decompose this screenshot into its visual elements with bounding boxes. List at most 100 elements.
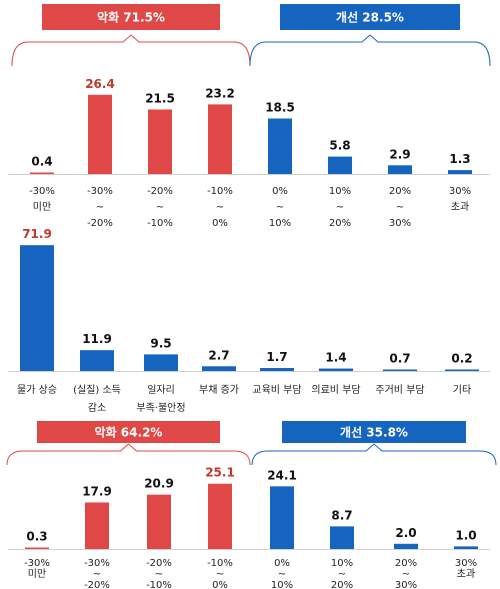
category-label-2-line-3: -20%: [84, 580, 110, 589]
category-label-5-line-1: 0%: [274, 558, 290, 569]
category-label-2-line-3: -20%: [87, 218, 113, 229]
category-label-3-line-1: -20%: [146, 558, 172, 569]
data-label-8: 1.0: [455, 528, 476, 542]
data-label-5: 1.7: [266, 350, 287, 364]
data-label-6: 8.7: [331, 508, 352, 522]
bar-4: [208, 104, 232, 174]
category-label-6-line-1: 10%: [331, 558, 353, 569]
category-label-4-line-1: -10%: [207, 558, 233, 569]
category-label-6-line-1: 의료비 부담: [311, 384, 360, 396]
category-label-3-line-1: 일자리: [147, 384, 175, 396]
bar-6: [330, 526, 354, 549]
data-label-6: 5.8: [329, 139, 350, 153]
category-label-2-line-1: -30%: [87, 186, 113, 197]
category-label-5-line-1: 교육비 부담: [252, 384, 301, 396]
group-header-label-2: 개선 35.8%: [340, 425, 408, 440]
data-label-4: 2.7: [208, 348, 229, 362]
category-label-4-line-1: -10%: [207, 186, 233, 197]
category-label-4-line-1: 부채 증가: [199, 384, 239, 396]
chart-panel-3: 악화 64.2% 개선 35.8%0.3-30%미만17.9-30%~-20%20…: [6, 421, 497, 589]
category-label-5-line-2: ~: [278, 569, 286, 580]
category-label-6-line-3: 20%: [331, 580, 353, 589]
category-label-8-line-2: 초과: [451, 201, 469, 213]
category-label-8-line-1: 기타: [453, 384, 471, 396]
bar-1: [30, 172, 54, 174]
data-label-1: 71.9: [22, 227, 52, 241]
data-label-7: 0.7: [389, 352, 410, 366]
category-label-4-line-2: ~: [216, 202, 224, 213]
category-label-6-line-2: ~: [336, 202, 344, 213]
bar-2: [85, 502, 109, 549]
category-label-5-line-1: 0%: [272, 186, 288, 197]
category-label-5-line-2: ~: [276, 202, 284, 213]
category-label-5-line-3: 10%: [269, 218, 291, 229]
data-label-1: 0.3: [26, 530, 47, 544]
category-label-6-line-3: 20%: [329, 218, 351, 229]
group-header-label-1: 악화 71.5%: [97, 10, 165, 25]
data-label-3: 9.5: [150, 336, 171, 350]
category-label-3-line-3: -10%: [147, 218, 173, 229]
category-label-7-line-1: 주거비 부담: [375, 384, 424, 396]
category-label-2-line-2: ~: [96, 202, 104, 213]
bar-8: [454, 546, 478, 549]
bar-8: [448, 170, 472, 174]
group-bracket-2: [251, 443, 497, 466]
category-label-7-line-2: ~: [396, 202, 404, 213]
group-bracket-1: [11, 34, 251, 67]
category-label-2-line-1: (실질) 소득: [73, 384, 121, 396]
group-header-label-2: 개선 28.5%: [336, 10, 404, 25]
group-header-box-1: [42, 4, 220, 30]
bar-8: [445, 369, 479, 371]
bar-2: [88, 94, 112, 174]
data-label-3: 20.9: [144, 477, 174, 491]
group-header-box-1: [37, 421, 220, 443]
bar-5: [260, 368, 294, 371]
bar-1: [20, 245, 54, 371]
category-label-4-line-3: 0%: [212, 218, 228, 229]
data-label-6: 1.4: [325, 351, 346, 365]
bar-3: [147, 494, 171, 549]
category-label-7-line-3: 30%: [389, 218, 411, 229]
bar-7: [388, 165, 412, 174]
bar-6: [319, 368, 353, 371]
bar-1: [25, 547, 49, 549]
category-label-7-line-3: 30%: [395, 580, 417, 589]
category-label-6-line-2: ~: [338, 569, 346, 580]
chart-panel-1: 악화 71.5% 개선 28.5% 0.4 -30% 미만 26.4 -30% ~ -20% 21…: [8, 4, 491, 229]
bar-5: [268, 118, 292, 174]
data-label-2: 17.9: [82, 484, 112, 498]
category-label-3-line-1: -20%: [147, 186, 173, 197]
category-label-8-line-2: 초과: [457, 568, 475, 580]
data-label-7: 2.9: [389, 147, 410, 161]
data-label-8: 1.3: [449, 152, 470, 166]
category-label-3-line-3: -10%: [146, 580, 172, 589]
bar-6: [328, 156, 352, 174]
category-label-1-line-1: -30%: [24, 558, 50, 569]
category-label-7-line-2: ~: [402, 569, 410, 580]
bar-5: [270, 486, 294, 549]
category-label-2-line-1: -30%: [84, 558, 110, 569]
category-label-4-line-2: ~: [216, 569, 224, 580]
bar-3: [144, 354, 178, 371]
data-label-3: 21.5: [145, 92, 175, 106]
data-label-5: 24.1: [267, 468, 297, 482]
data-label-8: 0.2: [451, 352, 472, 366]
category-label-5-line-3: 10%: [271, 580, 293, 589]
category-label-1-line-2: 미만: [33, 201, 51, 213]
data-label-4: 25.1: [205, 466, 235, 480]
category-label-6-line-1: 10%: [329, 186, 351, 197]
bar-7: [394, 543, 418, 549]
bar-7: [383, 369, 417, 371]
category-label-7-line-1: 20%: [389, 186, 411, 197]
bar-2: [80, 350, 114, 371]
category-label-2-line-2: ~: [93, 569, 101, 580]
category-label-1-line-1: -30%: [29, 186, 55, 197]
data-label-4: 23.2: [205, 86, 235, 100]
category-label-8-line-1: 30%: [449, 186, 471, 197]
data-label-7: 2.0: [395, 526, 416, 540]
group-header-box-2: [280, 4, 460, 30]
group-header-label-1: 악화 64.2%: [95, 425, 163, 440]
category-label-4-line-3: 0%: [212, 580, 228, 589]
